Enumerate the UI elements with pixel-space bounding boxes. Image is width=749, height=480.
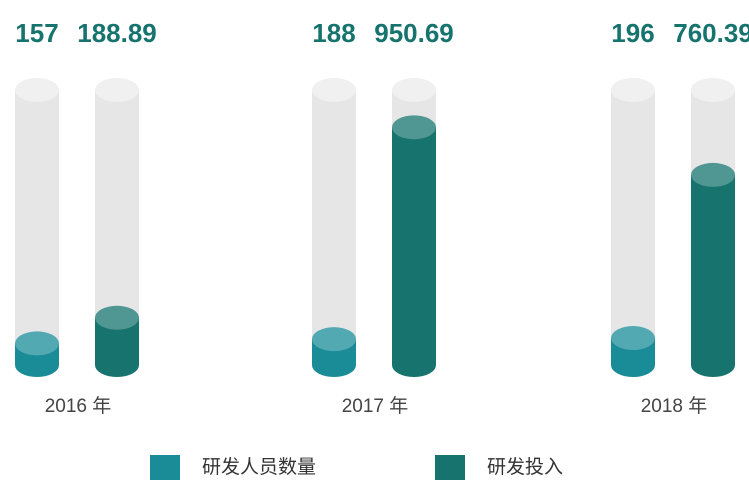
legend-label: 研发投入 — [487, 456, 563, 478]
bar-cap — [691, 162, 735, 187]
value-label: 950.69 — [374, 18, 454, 48]
bar-cap — [392, 115, 436, 140]
legend-swatch — [150, 455, 180, 480]
bar-base — [312, 353, 356, 377]
bar-track-cap — [611, 78, 655, 102]
bar-cap — [312, 327, 356, 352]
bar-cap — [95, 305, 139, 330]
bar — [392, 127, 436, 365]
value-label: 196 — [611, 18, 654, 48]
value-label: 157 — [15, 18, 58, 48]
bar-base — [392, 353, 436, 377]
bar-track-cap — [15, 78, 59, 102]
bar-track — [611, 90, 655, 365]
legend-swatch — [435, 455, 465, 480]
bar-track — [312, 90, 356, 365]
bar — [691, 174, 735, 365]
bar-track-cap — [392, 78, 436, 102]
bar-cap — [611, 326, 655, 351]
bar-base — [691, 353, 735, 377]
bar-base — [95, 353, 139, 377]
value-label: 188 — [312, 18, 355, 48]
value-label: 760.39 — [673, 18, 749, 48]
bar-track-cap — [691, 78, 735, 102]
legend-label: 研发人员数量 — [202, 456, 316, 478]
bar-track — [15, 90, 59, 365]
x-tick-label: 2018 年 — [641, 395, 708, 417]
bar-track-cap — [312, 78, 356, 102]
bar-track-cap — [95, 78, 139, 102]
bar-base — [15, 353, 59, 377]
bar-cap — [15, 331, 59, 356]
value-label: 188.89 — [77, 18, 157, 48]
x-tick-label: 2016 年 — [45, 395, 112, 417]
x-tick-label: 2017 年 — [342, 395, 409, 417]
bar-base — [611, 353, 655, 377]
